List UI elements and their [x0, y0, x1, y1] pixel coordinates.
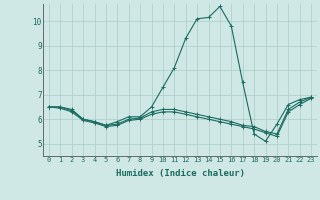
X-axis label: Humidex (Indice chaleur): Humidex (Indice chaleur) [116, 169, 244, 178]
